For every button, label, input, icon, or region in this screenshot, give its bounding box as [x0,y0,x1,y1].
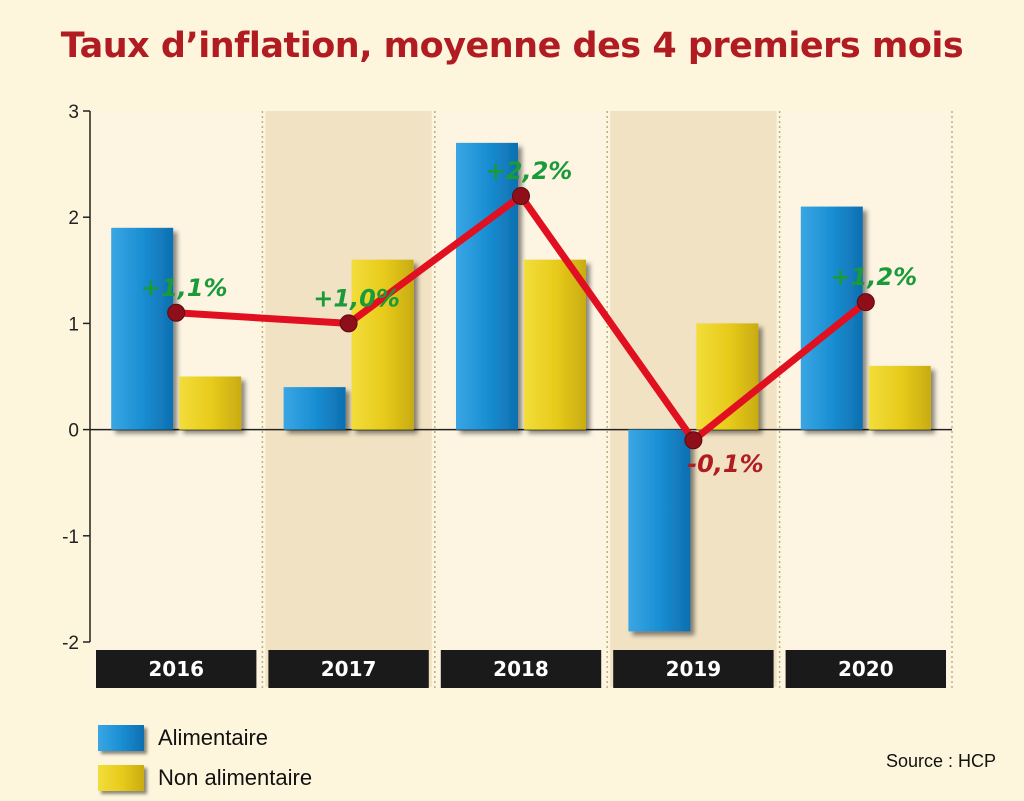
y-tick-label: 3 [68,102,79,123]
bar-alimentaire-2018 [456,142,518,430]
data-labels: +1,1% +1,0% +2,2% -0,1% +1,2% [141,157,917,478]
line-point-2016 [167,303,186,322]
line-point-2019 [684,431,703,450]
year-bar-2016 [96,650,257,688]
line-label-2018: +2,2% [486,157,573,185]
y-tick-label: -1 [62,527,79,548]
line-label-2019: -0,1% [687,450,764,478]
year-bar-2019 [613,650,774,688]
bar-non-alimentaire-2018 [524,259,586,430]
y-tick-label: 2 [68,208,79,229]
legend-item-non-alimentaire: Non alimentaire [98,758,312,798]
line-label-2017: +1,0% [313,284,400,312]
bars [111,142,931,632]
y-tick-label: 0 [68,421,79,442]
bar-alimentaire-2017 [283,387,346,430]
year-label-2019: 2019 [666,657,722,681]
y-tick-label: -2 [62,633,79,654]
year-bar-2020 [785,650,946,688]
legend-swatch-non-alimentaire [98,765,144,791]
legend-label-non-alimentaire: Non alimentaire [158,765,313,790]
bar-non-alimentaire-2017 [351,259,414,430]
line-point-2020 [856,293,875,312]
legend: Alimentaire Non alimentaire [98,718,312,798]
bar-alimentaire-2020 [800,206,863,430]
year-label-2016: 2016 [148,657,204,681]
bar-non-alimentaire-2016 [179,376,242,430]
legend-label-alimentaire: Alimentaire [158,725,269,750]
legend-item-alimentaire: Alimentaire [98,718,312,758]
year-label-2018: 2018 [493,657,549,681]
bar-non-alimentaire-2020 [868,365,931,430]
chart-title: Taux d’inflation, moyenne des 4 premiers… [60,26,964,66]
legend-swatch-alimentaire [98,725,144,751]
year-bar-2018 [440,650,602,688]
line-label-2020: +1,2% [830,263,917,291]
bar-alimentaire-2016 [111,227,174,430]
year-label-2017: 2017 [321,657,377,681]
category-labels: 2016 2017 2018 2019 2020 [96,650,946,688]
line-series [167,186,875,450]
line-label-2016: +1,1% [141,274,228,302]
source-note: Source : HCP [885,751,996,771]
axis: 3 2 1 0 -1 -2 [62,102,91,654]
year-label-2020: 2020 [838,657,894,681]
line-point-2018 [512,186,530,205]
year-bar-2017 [268,650,429,688]
y-tick-label: 1 [68,314,79,335]
line-point-2017 [339,314,358,333]
bar-alimentaire-2019 [628,429,691,632]
